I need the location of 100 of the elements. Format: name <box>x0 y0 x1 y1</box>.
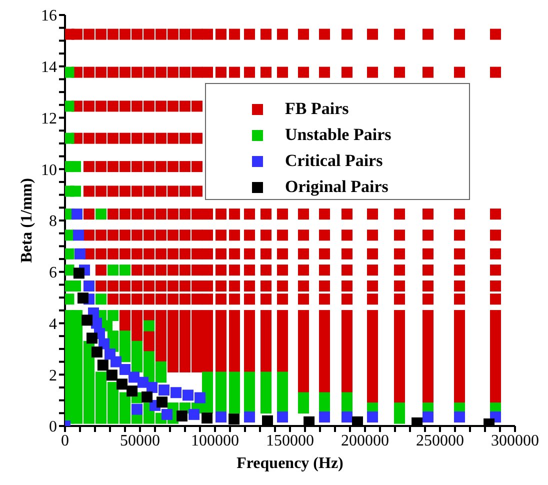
point <box>168 310 178 322</box>
point <box>260 361 272 372</box>
point <box>202 280 213 292</box>
point <box>156 28 166 40</box>
point <box>216 294 226 305</box>
point <box>490 66 501 78</box>
point <box>454 310 465 322</box>
point <box>229 28 240 40</box>
y-tick-label: 6 <box>49 264 57 282</box>
point <box>229 372 240 383</box>
point <box>162 408 172 420</box>
point <box>394 294 405 305</box>
point <box>342 66 352 78</box>
point <box>192 248 202 260</box>
point <box>216 248 226 260</box>
point <box>65 264 74 276</box>
point <box>262 415 273 426</box>
point <box>72 28 82 40</box>
point <box>84 412 94 424</box>
point <box>132 208 142 220</box>
point <box>394 28 405 40</box>
point <box>120 351 130 362</box>
point <box>244 372 255 383</box>
point <box>192 294 202 305</box>
point <box>144 280 154 292</box>
point <box>144 100 154 112</box>
point <box>298 248 309 260</box>
point <box>156 280 166 292</box>
point <box>260 310 272 322</box>
point <box>108 330 118 342</box>
point <box>244 361 255 372</box>
point <box>142 391 153 402</box>
point <box>367 66 378 78</box>
point <box>120 230 130 241</box>
point <box>108 248 118 260</box>
point <box>108 132 118 144</box>
point <box>132 294 142 305</box>
point <box>277 294 288 305</box>
point <box>84 100 94 112</box>
point <box>132 66 142 78</box>
x-tick-label: 200000 <box>341 432 389 450</box>
point <box>229 66 240 78</box>
point <box>180 132 190 144</box>
point <box>168 28 178 40</box>
point <box>84 66 94 78</box>
point <box>120 100 130 112</box>
legend-label: Unstable Pairs <box>285 125 392 145</box>
point <box>120 248 130 260</box>
point <box>394 392 405 404</box>
point <box>216 264 226 276</box>
point <box>342 310 352 322</box>
point <box>229 230 240 241</box>
point <box>96 132 106 144</box>
point <box>454 294 465 305</box>
point <box>132 404 142 415</box>
point <box>65 66 74 78</box>
point <box>216 310 226 322</box>
point <box>108 264 118 276</box>
point <box>244 280 255 292</box>
point <box>298 28 309 40</box>
point <box>244 310 255 322</box>
point <box>120 280 130 292</box>
point <box>277 28 288 40</box>
point <box>144 412 154 424</box>
point <box>106 370 118 381</box>
point <box>319 248 330 260</box>
point <box>367 294 378 305</box>
point <box>192 161 202 172</box>
point <box>244 66 255 78</box>
point <box>132 132 142 144</box>
point <box>84 186 94 197</box>
point <box>298 392 309 404</box>
point <box>454 208 465 220</box>
point <box>367 230 378 241</box>
point <box>74 248 86 260</box>
point <box>168 161 178 172</box>
point <box>260 28 272 40</box>
point <box>96 186 106 197</box>
point <box>132 264 142 276</box>
point <box>96 66 106 78</box>
point <box>490 208 501 220</box>
point <box>126 386 138 397</box>
point <box>277 412 288 423</box>
point <box>367 280 378 292</box>
point <box>120 208 130 220</box>
point <box>65 294 74 305</box>
point <box>352 416 363 426</box>
point <box>277 310 288 322</box>
point <box>394 264 405 276</box>
point <box>132 280 142 292</box>
point <box>367 310 378 322</box>
point <box>367 248 378 260</box>
point <box>260 248 272 260</box>
point <box>180 294 190 305</box>
point <box>132 230 142 241</box>
point <box>277 208 288 220</box>
point <box>244 230 255 241</box>
point <box>168 186 178 197</box>
point <box>180 264 190 276</box>
point <box>244 412 255 423</box>
